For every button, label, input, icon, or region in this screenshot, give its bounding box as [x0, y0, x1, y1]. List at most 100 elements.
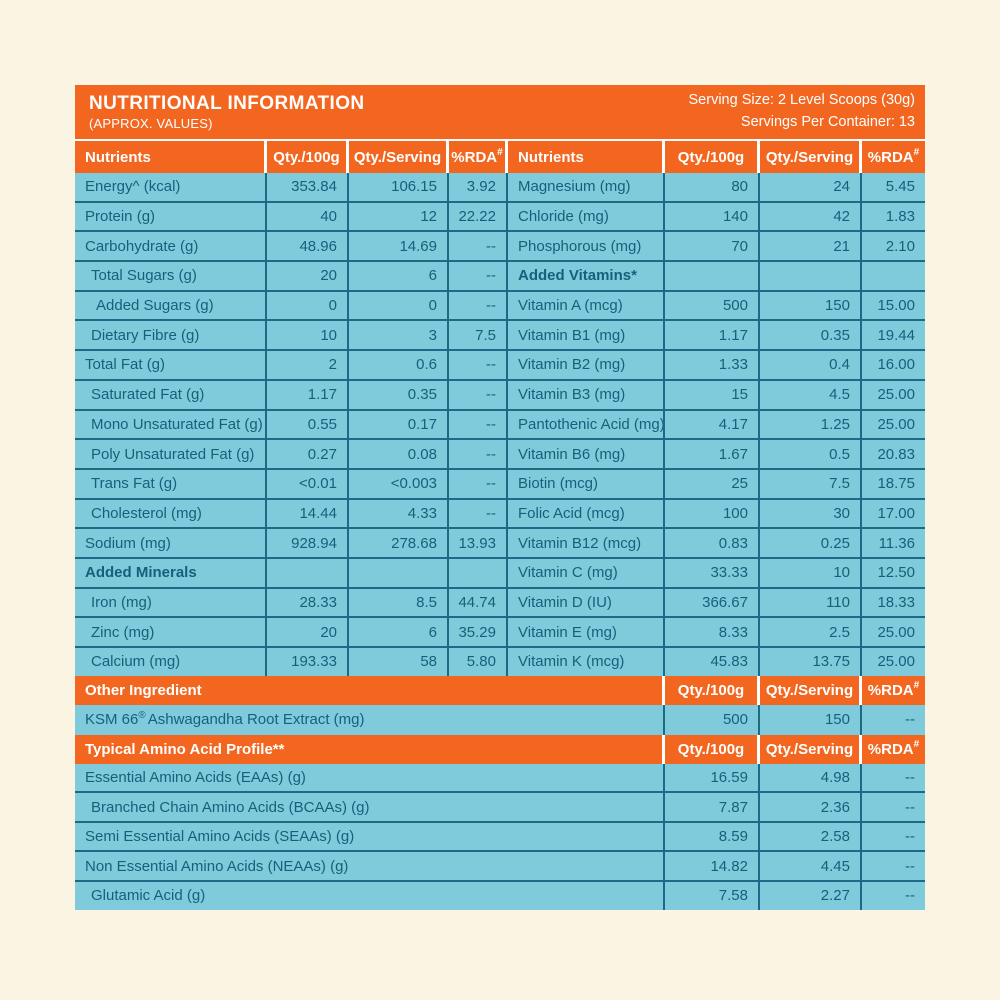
nutrient-name: Added Sugars (g) — [75, 291, 265, 320]
column-header-qty-100g: Qty./100g — [665, 675, 757, 705]
qty-per-serving-value: 2.36 — [760, 793, 860, 821]
column-header-qty-serving: Qty./Serving — [760, 675, 859, 705]
qty-per-100g-value: 70 — [665, 232, 758, 261]
rda-value: 3.92 — [449, 173, 506, 201]
rda-value: 13.93 — [449, 529, 506, 557]
qty-per-serving-value: 7.5 — [760, 469, 860, 498]
amino-profile-header-row: Typical Amino Acid Profile** Qty./100g Q… — [75, 734, 925, 764]
qty-per-serving-value: 1.25 — [760, 410, 860, 439]
rda-value: 17.00 — [862, 499, 925, 528]
nutrient-name: Vitamin K (mcg) — [508, 648, 663, 676]
qty-per-100g-value: 80 — [665, 173, 758, 201]
qty-per-100g-value: 10 — [267, 321, 347, 350]
qty-per-serving-value — [760, 262, 860, 290]
qty-per-100g-value: <0.01 — [267, 469, 347, 498]
nutrient-name: Trans Fat (g) — [75, 469, 265, 498]
qty-per-100g-value: 15 — [665, 380, 758, 409]
nutrient-name: Folic Acid (mcg) — [508, 499, 663, 528]
qty-per-serving-value: 0.25 — [760, 529, 860, 557]
qty-per-serving-value: 0.35 — [760, 321, 860, 350]
nutrient-name: Energy^ (kcal) — [75, 173, 265, 201]
nutrient-name: Phosphorous (mg) — [508, 232, 663, 261]
amino-acid-name: Semi Essential Amino Acids (SEAAs) (g) — [75, 822, 663, 851]
qty-per-serving-value: 58 — [349, 648, 447, 676]
rda-label: %RDA — [451, 148, 498, 166]
amino-profile-section-title: Typical Amino Acid Profile** — [75, 734, 662, 764]
rda-value: 19.44 — [862, 321, 925, 350]
qty-per-100g-value: 500 — [665, 291, 758, 320]
title-block: NUTRITIONAL INFORMATION (APPROX. VALUES) — [89, 93, 365, 132]
qty-per-100g-value: 140 — [665, 202, 758, 231]
qty-per-serving-value: 30 — [760, 499, 860, 528]
rda-superscript: # — [913, 738, 920, 750]
qty-per-serving-value: 0 — [349, 291, 447, 320]
nutrient-name: Vitamin D (IU) — [508, 588, 663, 617]
nutrient-name: Zinc (mg) — [75, 618, 265, 646]
ingredient-name: KSM 66 ® Ashwagandha Root Extract (mg) — [75, 704, 663, 735]
nutrient-name: Vitamin B6 (mg) — [508, 440, 663, 468]
nutrient-name: Vitamin B3 (mg) — [508, 380, 663, 409]
qty-per-100g-value: 1.17 — [267, 380, 347, 409]
serving-size-text: Serving Size: 2 Level Scoops (30g) — [688, 92, 916, 109]
qty-per-serving-value: 150 — [760, 291, 860, 320]
page-subtitle: (APPROX. VALUES) — [89, 116, 213, 132]
other-ingredient-header-row: Other Ingredient Qty./100g Qty./Serving … — [75, 675, 925, 705]
amino-profile-body: Essential Amino Acids (EAAs) (g) 16.59 4.9… — [75, 763, 925, 910]
rda-value: -- — [862, 822, 925, 851]
qty-per-serving-value: 4.45 — [760, 852, 860, 881]
column-header-qty-100g-right: Qty./100g — [665, 141, 757, 173]
qty-per-100g-value: 7.87 — [665, 793, 758, 821]
rda-value: -- — [449, 410, 506, 439]
qty-per-100g-value — [665, 262, 758, 290]
rda-value: 25.00 — [862, 410, 925, 439]
nutrient-name: Vitamin B12 (mcg) — [508, 529, 663, 557]
title-bar: NUTRITIONAL INFORMATION (APPROX. VALUES)… — [75, 85, 925, 141]
other-ingredient-body: KSM 66 ® Ashwagandha Root Extract (mg) 500… — [75, 704, 925, 735]
qty-per-100g-value: 353.84 — [267, 173, 347, 201]
nutrient-name: Total Sugars (g) — [75, 262, 265, 290]
column-header-rda-right: %RDA # — [862, 141, 925, 173]
qty-per-100g-value: 1.33 — [665, 351, 758, 379]
qty-per-100g-value: 193.33 — [267, 648, 347, 676]
nutrient-name: Added Minerals — [75, 558, 265, 587]
qty-per-100g-value: 25 — [665, 469, 758, 498]
nutrient-name: Biotin (mcg) — [508, 469, 663, 498]
qty-per-serving-value: 3 — [349, 321, 447, 350]
qty-per-serving-value: 14.69 — [349, 232, 447, 261]
rda-value: 7.5 — [449, 321, 506, 350]
rda-value: -- — [449, 291, 506, 320]
nutrient-name: Vitamin B2 (mg) — [508, 351, 663, 379]
amino-acid-name: Branched Chain Amino Acids (BCAAs) (g) — [75, 793, 663, 821]
rda-value: -- — [449, 380, 506, 409]
serving-info: Serving Size: 2 Level Scoops (30g) Servi… — [689, 90, 916, 134]
column-header-qty-serving-right: Qty./Serving — [760, 141, 859, 173]
qty-per-100g-value: 2 — [267, 351, 347, 379]
qty-per-serving-value — [349, 558, 447, 587]
nutrient-name: Saturated Fat (g) — [75, 380, 265, 409]
qty-per-100g-value: 48.96 — [267, 232, 347, 261]
qty-per-serving-value: <0.003 — [349, 469, 447, 498]
nutrient-name: Sodium (mg) — [75, 529, 265, 557]
qty-per-100g-value: 4.17 — [665, 410, 758, 439]
nutrient-name: Vitamin C (mg) — [508, 558, 663, 587]
nutrient-name: Vitamin B1 (mg) — [508, 321, 663, 350]
rda-value: -- — [862, 793, 925, 821]
qty-per-serving-value: 0.35 — [349, 380, 447, 409]
qty-per-serving-value: 106.15 — [349, 173, 447, 201]
rda-value: -- — [449, 440, 506, 468]
qty-per-serving-value: 6 — [349, 618, 447, 646]
servings-per-container-text: Servings Per Container: 13 — [740, 114, 915, 130]
column-header-rda: %RDA # — [862, 734, 925, 764]
qty-per-100g-value: 0.55 — [267, 410, 347, 439]
rda-label: %RDA — [867, 681, 914, 699]
rda-value: 25.00 — [862, 648, 925, 676]
qty-per-serving-value: 150 — [760, 704, 860, 735]
qty-per-serving-value: 8.5 — [349, 588, 447, 617]
qty-per-100g-value: 33.33 — [665, 558, 758, 587]
rda-value — [862, 262, 925, 290]
nutrient-name: Pantothenic Acid (mg) — [508, 410, 663, 439]
qty-per-100g-value: 1.17 — [665, 321, 758, 350]
nutrient-name: Cholesterol (mg) — [75, 499, 265, 528]
rda-value: -- — [449, 499, 506, 528]
